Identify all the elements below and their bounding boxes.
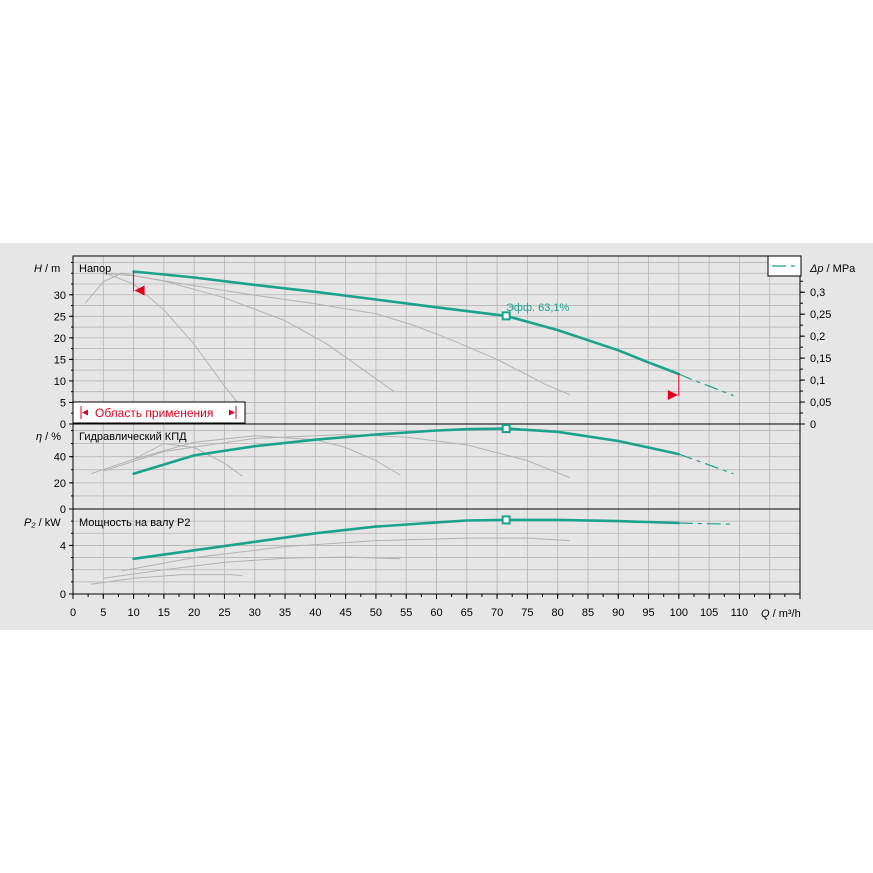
- application-range-frame: [72, 401, 246, 424]
- pressure-tick-label-3: 0,15: [810, 353, 831, 365]
- head-ytick-label-5: 5: [60, 397, 66, 409]
- xtick-label-35: 35: [279, 607, 291, 619]
- head-ytick-label-10: 10: [54, 376, 66, 388]
- xtick-label-75: 75: [521, 607, 533, 619]
- pressure-axis-unit: / MPa: [824, 263, 857, 275]
- power-ytick-label-0: 0: [60, 589, 66, 601]
- power-extension-curve: [678, 522, 734, 525]
- xtick-label-15: 15: [158, 607, 170, 619]
- flow-axis-label: Q / m³/h: [761, 608, 801, 620]
- xtick-label-80: 80: [552, 607, 564, 619]
- xtick-label-40: 40: [309, 607, 321, 619]
- power-axis-label: P₂ / kW: [24, 517, 61, 529]
- flow-axis-unit: / m³/h: [770, 608, 801, 620]
- application-range-label: Область применения: [95, 406, 213, 420]
- power-grey-curve-2: [103, 556, 401, 579]
- pressure-tick-label-2: 0,1: [810, 375, 825, 387]
- head-axis-unit: / m: [42, 263, 60, 275]
- xtick-label-90: 90: [612, 607, 624, 619]
- xtick-label-95: 95: [642, 607, 654, 619]
- xtick-label-110: 110: [731, 607, 749, 619]
- head-ytick-label-30: 30: [54, 290, 66, 302]
- xtick-label-85: 85: [582, 607, 594, 619]
- head-grey-curve-2: [84, 272, 395, 393]
- xtick-label-25: 25: [218, 607, 230, 619]
- head-grey-curve-3: [103, 272, 570, 396]
- head-ytick-label-25: 25: [54, 311, 66, 323]
- xtick-label-0: 0: [70, 607, 76, 619]
- pressure-tick-label-1: 0,05: [810, 397, 831, 409]
- efficiency-axis-symbol: η: [36, 431, 42, 443]
- pressure-tick-label-0: 0: [810, 419, 816, 431]
- eff-ytick-label-0: 0: [60, 504, 66, 516]
- application-range-left-arrow-icon: [80, 406, 88, 419]
- power-grey-curve-1: [91, 574, 243, 585]
- head-ytick-label-0: 0: [60, 419, 66, 431]
- eff-duty-point: [501, 424, 511, 434]
- head-extension-curve: [678, 373, 734, 397]
- head-duty-point: [501, 311, 511, 321]
- eff-main-curve: [132, 427, 681, 475]
- range-start-marker-icon: [134, 285, 145, 296]
- power-grey-curve-3: [121, 537, 570, 572]
- efficiency-axis-label: η / %: [36, 431, 61, 443]
- efficiency-axis-unit: / %: [42, 431, 61, 443]
- xtick-label-30: 30: [249, 607, 261, 619]
- pressure-tick-label-5: 0,25: [810, 309, 831, 321]
- pressure-tick-label-4: 0,2: [810, 331, 825, 343]
- eff-extension-curve: [678, 453, 734, 475]
- xtick-label-10: 10: [127, 607, 139, 619]
- pressure-axis-label: Δp / MPa: [809, 263, 856, 275]
- xtick-label-5: 5: [100, 607, 106, 619]
- efficiency-panel-title: Гидравлический КПД: [79, 431, 187, 443]
- head-grey-curve-1: [103, 271, 243, 410]
- xtick-label-60: 60: [430, 607, 442, 619]
- xtick-label-55: 55: [400, 607, 412, 619]
- xtick-label-65: 65: [461, 607, 473, 619]
- efficiency-annotation: Эфф. 63,1%: [506, 302, 570, 314]
- xtick-label-50: 50: [370, 607, 382, 619]
- head-ytick-label-15: 15: [54, 354, 66, 366]
- range-end-marker-icon: [667, 390, 678, 401]
- xtick-label-100: 100: [670, 607, 688, 619]
- flow-axis-symbol: Q: [761, 608, 770, 620]
- eff-ytick-label-40: 40: [54, 452, 66, 464]
- eff-ytick-label-20: 20: [54, 478, 66, 490]
- head-panel-title: Напор: [79, 263, 111, 275]
- xtick-label-70: 70: [491, 607, 503, 619]
- power-panel-title: Мощность на валу P2: [79, 517, 191, 529]
- legend: [767, 255, 802, 277]
- head-main-curve: [132, 270, 681, 376]
- application-range-box: Область применения: [72, 401, 246, 424]
- xtick-label-105: 105: [700, 607, 718, 619]
- xtick-label-20: 20: [188, 607, 200, 619]
- head-axis-label: H / m: [34, 263, 60, 275]
- power-ytick-label-4: 4: [60, 540, 66, 552]
- pressure-axis-symbol: Δp: [809, 263, 824, 275]
- power-axis-unit: / kW: [36, 517, 62, 529]
- application-range-right-arrow-icon: [229, 406, 237, 419]
- head-axis-symbol: H: [34, 263, 42, 275]
- eff-grey-curve-2: [91, 435, 401, 476]
- power-axis-symbol: P₂: [24, 517, 36, 529]
- power-main-curve: [132, 518, 681, 561]
- pressure-tick-label-6: 0,3: [810, 287, 825, 299]
- xtick-label-45: 45: [340, 607, 352, 619]
- head-ytick-label-20: 20: [54, 333, 66, 345]
- power-duty-point: [501, 515, 511, 525]
